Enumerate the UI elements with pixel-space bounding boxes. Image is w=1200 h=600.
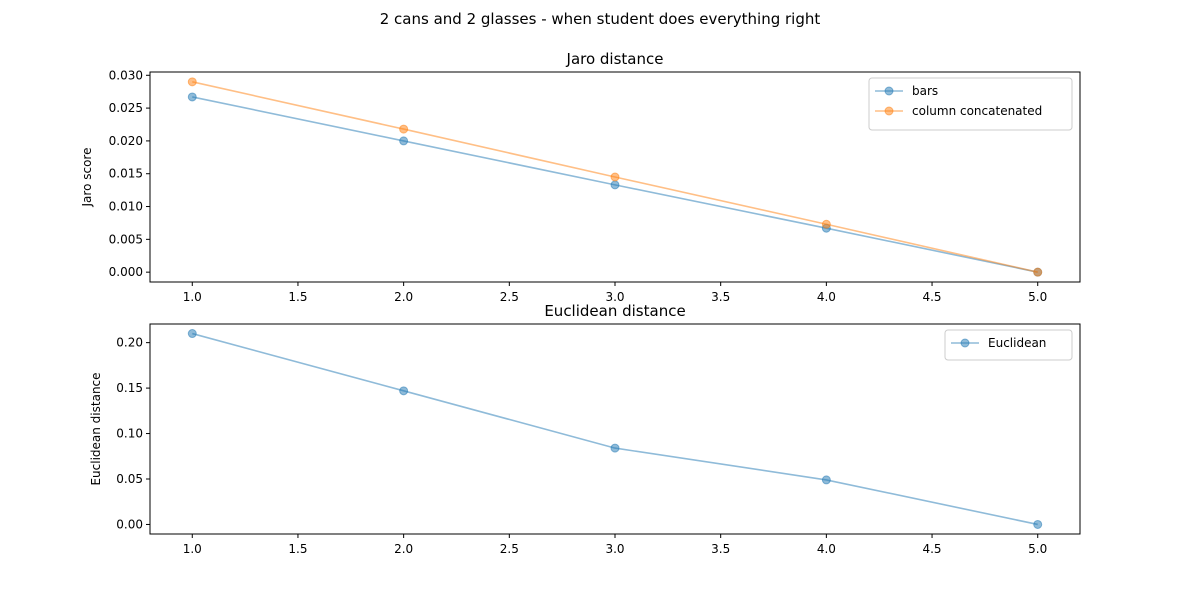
x-tick-label: 3.5 (711, 290, 730, 304)
series-1 (187, 329, 1043, 529)
x-tick-label: 4.0 (817, 542, 836, 556)
legend-marker (884, 106, 894, 116)
y-tick-label: 0.000 (109, 265, 143, 279)
legend-marker (884, 86, 894, 96)
series-1 (187, 92, 1043, 277)
y-tick-label: 0.025 (109, 101, 143, 115)
x-tick-label: 2.0 (394, 290, 413, 304)
x-tick-label: 1.0 (183, 542, 202, 556)
data-point (399, 386, 409, 396)
data-point (1033, 519, 1043, 529)
subplot-title: Jaro distance (566, 50, 664, 68)
figure-title: 2 cans and 2 glasses - when student does… (380, 10, 821, 28)
data-point (399, 136, 409, 146)
y-tick-label: 0.010 (109, 200, 143, 214)
x-tick-label: 1.5 (288, 542, 307, 556)
subplot-1: Jaro distance 1.0 1.5 2.0 2.5 3.0 3.5 4.0 4.5 5.0… (80, 50, 1081, 304)
x-tick-label: 4.5 (922, 290, 941, 304)
y-tick-label: 0.015 (109, 167, 143, 181)
data-point (610, 180, 620, 190)
y-tick-label: 0.00 (116, 517, 143, 531)
plot-frame (149, 323, 1081, 535)
x-tick-label: 2.0 (394, 542, 413, 556)
charts: Jaro distance 1.0 1.5 2.0 2.5 3.0 3.5 4.0 4.5 5.0… (80, 50, 1081, 556)
x-tick-label: 1.5 (288, 290, 307, 304)
data-point (610, 443, 620, 453)
x-tick-label: 5.0 (1028, 542, 1047, 556)
data-point (187, 77, 197, 87)
legend-box (868, 77, 1073, 131)
legend: Euclidean (944, 329, 1073, 361)
legend-box (944, 329, 1073, 361)
x-tick-label: 1.0 (183, 290, 202, 304)
x-tick-label: 2.5 (500, 542, 519, 556)
subplot-2: Euclidean distance 1.0 1.5 2.0 2.5 3.0 3.5 4.0 4… (89, 302, 1081, 556)
x-tick-label: 4.0 (817, 290, 836, 304)
y-tick-label: 0.020 (109, 134, 143, 148)
y-tick-label: 0.15 (116, 381, 143, 395)
legend-label: bars (912, 84, 938, 98)
y-tick-label: 0.005 (109, 232, 143, 246)
data-point (187, 92, 197, 102)
legend-label: Euclidean (988, 336, 1046, 350)
y-tick-label: 0.030 (109, 68, 143, 82)
y-tick-label: 0.20 (116, 336, 143, 350)
data-point (187, 329, 197, 339)
series-line (192, 332, 1038, 526)
x-tick-label: 3.0 (605, 542, 624, 556)
series-2 (187, 77, 1043, 277)
y-tick-label: 0.10 (116, 427, 143, 441)
data-point (1033, 267, 1043, 277)
data-point (821, 219, 831, 229)
x-tick-label: 4.5 (922, 542, 941, 556)
legend-marker (960, 338, 970, 348)
data-point (821, 475, 831, 485)
x-tick-label: 5.0 (1028, 290, 1047, 304)
data-point (610, 172, 620, 182)
y-axis-label: Euclidean distance (89, 372, 103, 485)
data-point (399, 124, 409, 134)
y-axis-label: Jaro score (80, 148, 94, 208)
legend-label: column concatenated (912, 104, 1042, 118)
subplot-title: Euclidean distance (544, 302, 685, 320)
y-tick-label: 0.05 (116, 472, 143, 486)
x-tick-label: 3.5 (711, 542, 730, 556)
x-tick-label: 3.0 (605, 290, 624, 304)
x-tick-label: 2.5 (500, 290, 519, 304)
legend: bars column concatenated (868, 77, 1073, 131)
